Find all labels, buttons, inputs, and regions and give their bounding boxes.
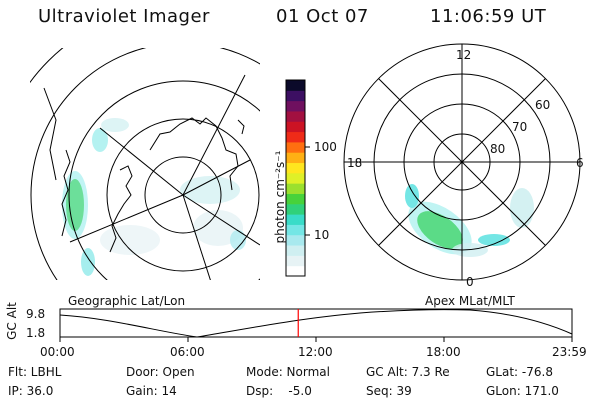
glat-status: GLat: -76.8 [486, 365, 553, 379]
gc-alt-status: GC Alt: 7.3 Re [366, 365, 450, 379]
altitude-plot [59, 308, 573, 342]
colorbar-segment [286, 100, 305, 112]
instrument-title: Ultraviolet Imager [38, 6, 210, 27]
colorbar-segment [286, 110, 305, 122]
colorbar-tick-100: 100 [314, 140, 337, 154]
mlt-label-18: 18 [347, 156, 363, 170]
colorbar-segment [286, 90, 305, 102]
mlt-label-12: 12 [456, 48, 472, 62]
colorbar-tick-10: 10 [314, 228, 330, 242]
aurora-emission-left [62, 118, 246, 276]
mlat-label-80: 80 [490, 142, 506, 156]
gain-status: Gain: 14 [126, 384, 177, 398]
colorbar [285, 79, 306, 277]
colorbar-segment [286, 193, 305, 205]
colorbar-segment [286, 183, 305, 194]
colorbar-label: photon cm⁻²s⁻¹ [273, 150, 287, 244]
dsp-status: Dsp: -5.0 [246, 384, 312, 398]
geographic-caption: Geographic Lat/Lon [68, 294, 186, 308]
colorbar-segment [286, 121, 305, 133]
colorbar-segment [286, 162, 305, 174]
altitude-curve [59, 309, 573, 338]
colorbar-segment [286, 141, 305, 153]
xtick-1800: 18:00 [426, 345, 461, 359]
altitude-ylabel: GC Alt [5, 302, 19, 340]
altitude-xticks [59, 337, 573, 342]
mode-status: Mode: Normal [246, 365, 330, 379]
mlt-label-6: 6 [576, 156, 584, 170]
geographic-map [30, 48, 260, 280]
altitude-ytick-bottom: 1.8 [26, 326, 46, 340]
colorbar-segment [286, 131, 305, 143]
aurora-emission-right [405, 184, 534, 257]
colorbar-border [285, 79, 306, 277]
colorbar-segment [286, 203, 305, 215]
colorbar-segment [286, 234, 305, 246]
glon-status: GLon: 171.0 [486, 384, 559, 398]
mlat-label-70: 70 [512, 120, 528, 134]
colorbar-segment [286, 80, 305, 91]
colorbar-segment [286, 224, 305, 236]
xtick-1200: 12:00 [298, 345, 333, 359]
door-status: Door: Open [126, 365, 195, 379]
colorbar-segment [286, 245, 305, 256]
magnetic-map [343, 43, 581, 281]
colorbar-ticks [305, 146, 310, 236]
xtick-2359: 23:59 [552, 345, 587, 359]
filter-status: Flt: LBHL [8, 365, 62, 379]
xtick-0000: 00:00 [40, 345, 75, 359]
colorbar-segment [286, 265, 305, 277]
xtick-0600: 06:00 [170, 345, 205, 359]
altitude-ytick-top: 9.8 [26, 307, 46, 321]
mlt-label-0: 0 [466, 275, 474, 289]
time-label: 11:06:59 UT [430, 6, 547, 27]
apex-caption: Apex MLat/MLT [425, 294, 515, 308]
mlat-label-60: 60 [535, 98, 551, 112]
colorbar-segment [286, 152, 305, 164]
seq-status: Seq: 39 [366, 384, 412, 398]
date-label: 01 Oct 07 [276, 6, 369, 27]
ip-status: IP: 36.0 [8, 384, 54, 398]
colorbar-segment [286, 172, 305, 184]
colorbar-segment [286, 214, 305, 225]
colorbar-segment [286, 255, 305, 267]
